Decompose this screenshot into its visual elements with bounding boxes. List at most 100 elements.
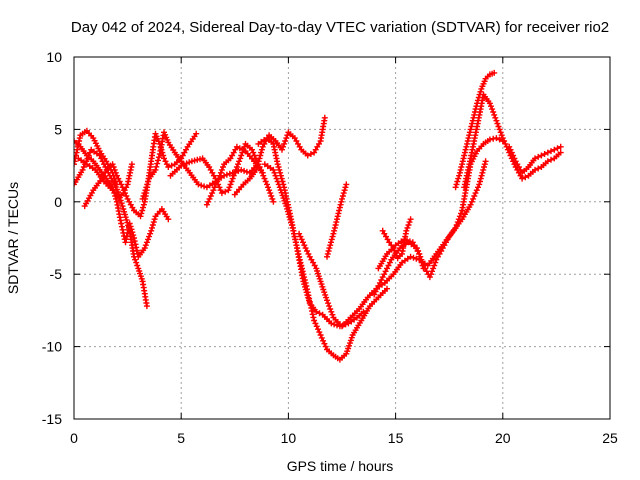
data-point [254, 161, 261, 168]
data-point [331, 321, 338, 328]
y-tick-label: 0 [54, 194, 62, 210]
data-point [238, 166, 245, 173]
data-point [554, 145, 561, 152]
data-point [284, 205, 291, 212]
data-point [404, 224, 411, 231]
data-point [149, 224, 155, 231]
data-point [535, 153, 542, 160]
data-point [486, 100, 493, 107]
data-point [342, 184, 349, 191]
data-point [551, 146, 558, 153]
data-point [237, 155, 244, 162]
data-point [74, 146, 81, 153]
data-point [150, 219, 157, 226]
data-point [86, 149, 93, 156]
data-point [226, 184, 233, 191]
data-point [279, 146, 285, 153]
y-tick-label: -15 [42, 411, 62, 427]
data-point [413, 255, 420, 262]
data-point [268, 193, 275, 199]
data-point [274, 161, 281, 168]
data-point [258, 146, 265, 153]
data-point [343, 181, 350, 188]
data-point [232, 166, 239, 173]
data-point [288, 222, 295, 229]
data-point [243, 168, 250, 175]
data-point [148, 227, 155, 234]
series-arc11 [261, 161, 390, 363]
data-point [76, 138, 83, 144]
data-point [264, 181, 270, 188]
data-point [274, 178, 281, 185]
data-point [266, 187, 273, 194]
data-point [165, 164, 172, 170]
grid-lines [74, 57, 610, 419]
data-point [329, 233, 336, 240]
data-point [491, 111, 498, 118]
data-point [453, 222, 460, 228]
data-point [416, 250, 423, 257]
data-point [143, 184, 150, 191]
y-tick-labels: -15 -10 -5 0 5 10 [42, 49, 62, 427]
data-point [138, 210, 145, 217]
data-point [241, 167, 248, 174]
data-point [480, 166, 487, 173]
data-point [145, 236, 151, 243]
data-point [336, 207, 343, 214]
data-point [324, 253, 330, 260]
data-point [476, 181, 483, 188]
data-point [258, 149, 265, 156]
axis-ticks [73, 56, 611, 420]
data-point [112, 178, 119, 185]
data-point [297, 259, 304, 266]
data-point [155, 154, 162, 161]
data-point [140, 204, 146, 211]
data-point [253, 166, 260, 173]
data-point [275, 164, 282, 170]
series-arc5 [75, 155, 135, 201]
data-point [236, 158, 243, 165]
data-point [230, 172, 237, 179]
data-point [452, 224, 459, 231]
data-point [111, 175, 118, 182]
data-point [257, 152, 264, 159]
data-point [226, 170, 233, 177]
data-point [544, 158, 551, 165]
data-point [418, 259, 425, 266]
data-point [276, 166, 283, 173]
data-point [229, 175, 236, 182]
data-point [493, 117, 500, 124]
data-point [238, 152, 245, 159]
data-point [462, 146, 469, 153]
data-point [225, 187, 232, 194]
series-arc13 [324, 181, 350, 260]
data-point [270, 166, 277, 173]
data-point [149, 222, 156, 228]
data-point [324, 297, 330, 304]
series-arc10 [255, 135, 367, 330]
data-point [277, 169, 284, 176]
data-point [283, 135, 290, 142]
data-point [492, 114, 499, 121]
data-point [456, 172, 463, 179]
x-tick-label: 10 [281, 430, 297, 446]
data-point [458, 210, 464, 217]
y-axis-title: SDTVAR / TECUs [5, 182, 21, 294]
data-point [477, 178, 483, 185]
data-point [327, 306, 334, 312]
data-point [152, 166, 159, 173]
data-point [331, 227, 338, 234]
data-point [231, 169, 238, 176]
data-point [118, 220, 125, 227]
data-point [131, 238, 138, 245]
data-point [497, 129, 504, 136]
data-point [430, 265, 437, 272]
data-point [557, 143, 564, 150]
data-point [410, 254, 417, 261]
y-tick-label: 5 [54, 121, 62, 137]
data-point [420, 265, 427, 272]
x-tick-label: 25 [602, 430, 618, 446]
data-point [143, 303, 150, 310]
data-point [493, 135, 500, 142]
data-point [254, 164, 260, 170]
